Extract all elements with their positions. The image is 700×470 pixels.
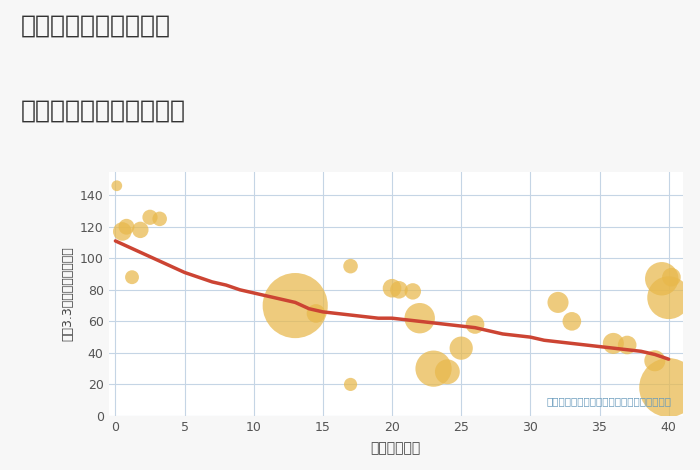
Y-axis label: 坪（3.3㎡）単価（万円）: 坪（3.3㎡）単価（万円）: [61, 246, 74, 341]
Point: [649, 357, 660, 365]
Text: 築年数別中古戸建て価格: 築年数別中古戸建て価格: [21, 99, 186, 123]
Point: [393, 286, 405, 294]
Point: [134, 226, 146, 234]
Point: [127, 274, 138, 281]
Point: [144, 213, 155, 221]
Point: [407, 288, 419, 295]
Point: [414, 314, 426, 322]
Point: [111, 182, 122, 189]
Point: [310, 310, 321, 317]
Point: [552, 298, 564, 306]
Point: [663, 294, 674, 301]
Text: 円の大きさは、取引のあった物件面積を示す: 円の大きさは、取引のあった物件面積を示す: [546, 396, 671, 406]
Point: [290, 302, 301, 309]
Point: [121, 223, 132, 230]
Text: 奈良県生駒市光陽台の: 奈良県生駒市光陽台の: [21, 14, 171, 38]
Point: [622, 341, 633, 349]
Point: [386, 284, 398, 292]
Point: [154, 215, 165, 223]
Point: [442, 368, 453, 376]
Point: [663, 384, 674, 392]
Point: [456, 345, 467, 352]
Point: [566, 318, 578, 325]
Point: [470, 321, 481, 328]
Point: [345, 381, 356, 388]
Point: [666, 274, 677, 281]
Point: [608, 340, 619, 347]
Point: [345, 262, 356, 270]
Point: [428, 365, 439, 372]
Point: [656, 275, 667, 282]
X-axis label: 築年数（年）: 築年数（年）: [370, 441, 421, 455]
Point: [117, 227, 128, 235]
